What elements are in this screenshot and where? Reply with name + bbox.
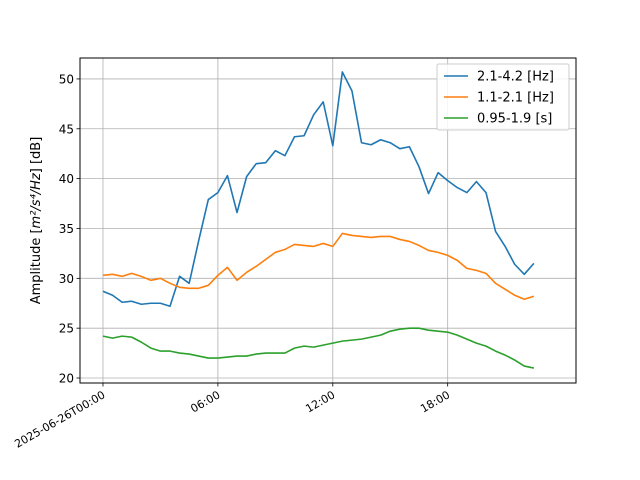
y-axis-label-prefix: Amplitude [ <box>29 228 44 304</box>
y-tick-label: 40 <box>59 172 74 186</box>
y-axis-label: Amplitude [m²/s⁴/Hz] [dB] <box>29 137 44 305</box>
legend-box <box>436 63 570 131</box>
y-axis-label-suffix: ] [dB] <box>29 137 44 174</box>
y-tick-label: 35 <box>59 222 74 236</box>
plot-frame <box>79 57 577 384</box>
y-axis-label-unit: m²/s⁴/Hz <box>29 172 44 228</box>
series-line-1 <box>102 71 535 308</box>
legend: 2.1-4.2 [Hz] 1.1-2.1 [Hz] 0.95-1.9 [s] <box>436 63 570 131</box>
y-tick-label: 30 <box>59 272 74 286</box>
legend-entry-1: 2.1-4.2 [Hz] <box>477 70 554 85</box>
y-axis: 20 25 30 35 40 45 50 <box>59 72 80 386</box>
legend-entry-2: 1.1-2.1 [Hz] <box>477 91 554 106</box>
y-tick-label: 45 <box>59 122 74 136</box>
y-tick-label: 20 <box>59 372 74 386</box>
series-line-3 <box>102 327 535 369</box>
y-tick-label: 25 <box>59 322 74 336</box>
legend-entry-3: 0.95-1.9 [s] <box>477 112 552 127</box>
series-line-2 <box>102 232 535 301</box>
series-lines <box>102 71 535 369</box>
y-tick-label: 50 <box>59 72 74 86</box>
grid <box>80 58 576 383</box>
